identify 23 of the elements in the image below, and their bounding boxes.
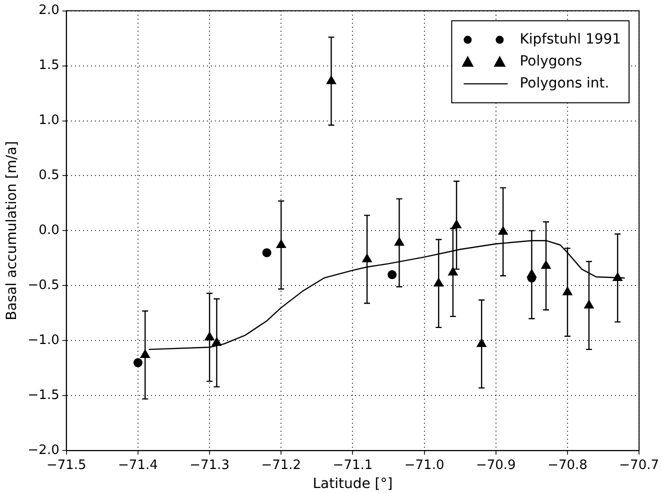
x-tick-label: −71.0 — [404, 458, 444, 473]
x-tick-label: −70.8 — [548, 458, 588, 473]
legend-label: Polygons — [520, 53, 582, 70]
y-tick-label: 0.0 — [38, 223, 60, 238]
y-tick-label: −1.0 — [28, 333, 60, 348]
legend-label: Kipfstuhl 1991 — [520, 31, 622, 48]
legend-label: Polygons int. — [520, 75, 610, 92]
y-tick-label: −0.5 — [28, 278, 60, 294]
y-tick-label: −1.5 — [28, 388, 60, 403]
y-axis-title: Basal accumulation [m/a] — [4, 141, 20, 320]
x-tick-label: −70.9 — [476, 458, 516, 473]
y-tick-label: −2.0 — [28, 442, 60, 458]
y-tick-label: 2.0 — [38, 3, 60, 18]
x-axis-title: Latitude [°] — [312, 476, 393, 492]
x-tick-label: −70.7 — [619, 458, 660, 473]
x-tick-label: −71.3 — [190, 458, 230, 473]
y-tick-label: 1.0 — [38, 113, 60, 128]
x-tick-label: −71.1 — [332, 458, 373, 473]
y-tick-label: 0.5 — [38, 168, 60, 184]
y-tick-label: 1.5 — [38, 58, 60, 74]
x-tick-label: −71.5 — [46, 458, 86, 473]
x-tick-label: −71.4 — [118, 458, 158, 473]
x-tick-label: −71.2 — [261, 458, 302, 473]
